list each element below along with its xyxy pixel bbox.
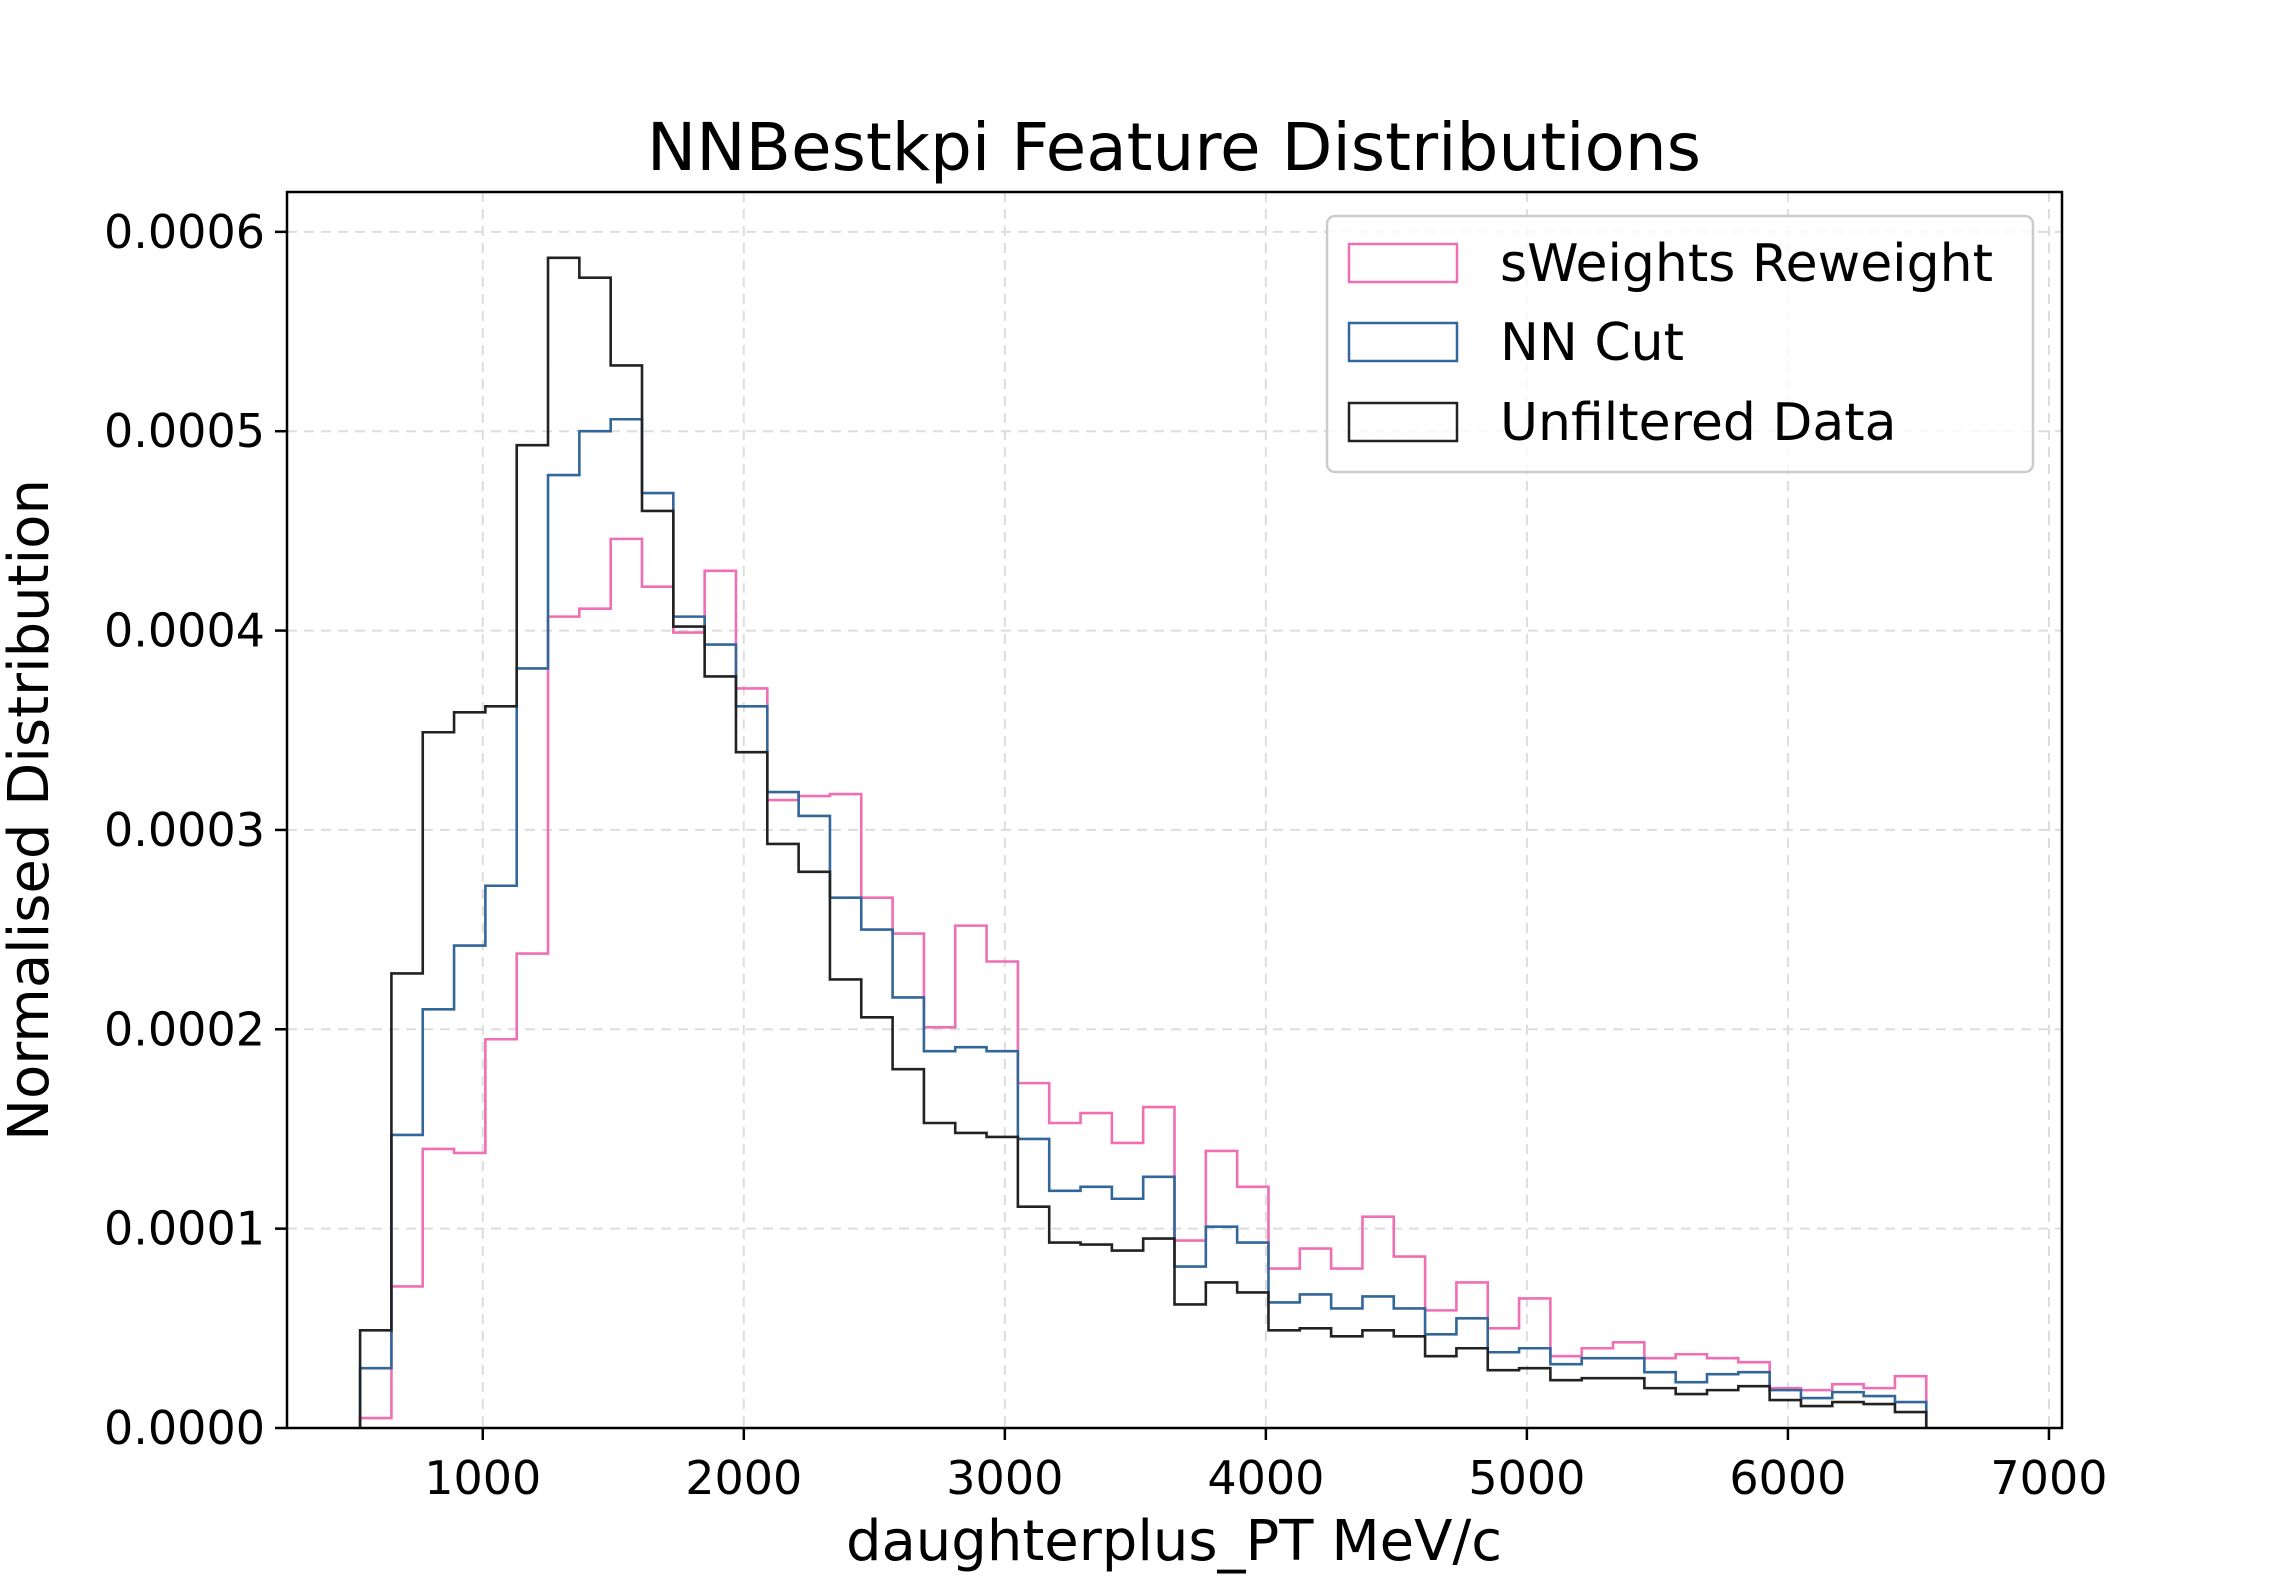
x-tick-label: 5000 xyxy=(1468,1451,1585,1505)
series-step-unfiltered-data xyxy=(358,256,1928,1428)
legend-label-unfiltered: Unfiltered Data xyxy=(1500,393,1897,453)
y-axis-ticks: 0.0000 0.0001 0.0002 0.0003 0.0004 0.0005 0.00… xyxy=(104,205,287,1455)
x-axis-label: daughterplus_PT MeV/c xyxy=(846,1509,1502,1574)
legend-swatch-sweights xyxy=(1347,242,1459,284)
y-tick-label: 0.0001 xyxy=(104,1202,265,1256)
legend-label-nn-cut: NN Cut xyxy=(1500,313,1684,373)
y-tick-label: 0.0000 xyxy=(104,1401,265,1455)
series-step-sweights-reweight xyxy=(358,537,1928,1428)
y-axis-label: Normalised Distribution xyxy=(0,479,62,1141)
legend-label-sweights: sWeights Reweight xyxy=(1500,234,1993,294)
plot-frame xyxy=(285,190,2064,1430)
series-step-nn-cut xyxy=(358,417,1928,1428)
y-tick-label: 0.0003 xyxy=(104,803,265,857)
y-tick-label: 0.0006 xyxy=(104,205,265,259)
x-tick-label: 2000 xyxy=(685,1451,802,1505)
x-tick-label: 4000 xyxy=(1207,1451,1324,1505)
series-layer xyxy=(358,256,1928,1428)
x-tick-label: 7000 xyxy=(1990,1451,2107,1505)
x-axis-ticks: 1000 2000 3000 4000 5000 6000 7000 xyxy=(424,1428,2107,1505)
x-tick-label: 3000 xyxy=(946,1451,1063,1505)
chart-title: NNBestkpi Feature Distributions xyxy=(647,109,1701,186)
legend-box xyxy=(1325,214,2035,474)
legend-swatch-nn-cut xyxy=(1347,321,1459,363)
x-tick-label: 6000 xyxy=(1729,1451,1846,1505)
y-tick-label: 0.0002 xyxy=(104,1002,265,1056)
y-tick-label: 0.0005 xyxy=(104,404,265,458)
x-tick-label: 1000 xyxy=(424,1451,541,1505)
legend-swatch-unfiltered xyxy=(1347,401,1459,443)
legend: sWeights Reweight NN Cut Unfiltered Data xyxy=(1325,214,2035,474)
y-tick-label: 0.0004 xyxy=(104,604,265,658)
